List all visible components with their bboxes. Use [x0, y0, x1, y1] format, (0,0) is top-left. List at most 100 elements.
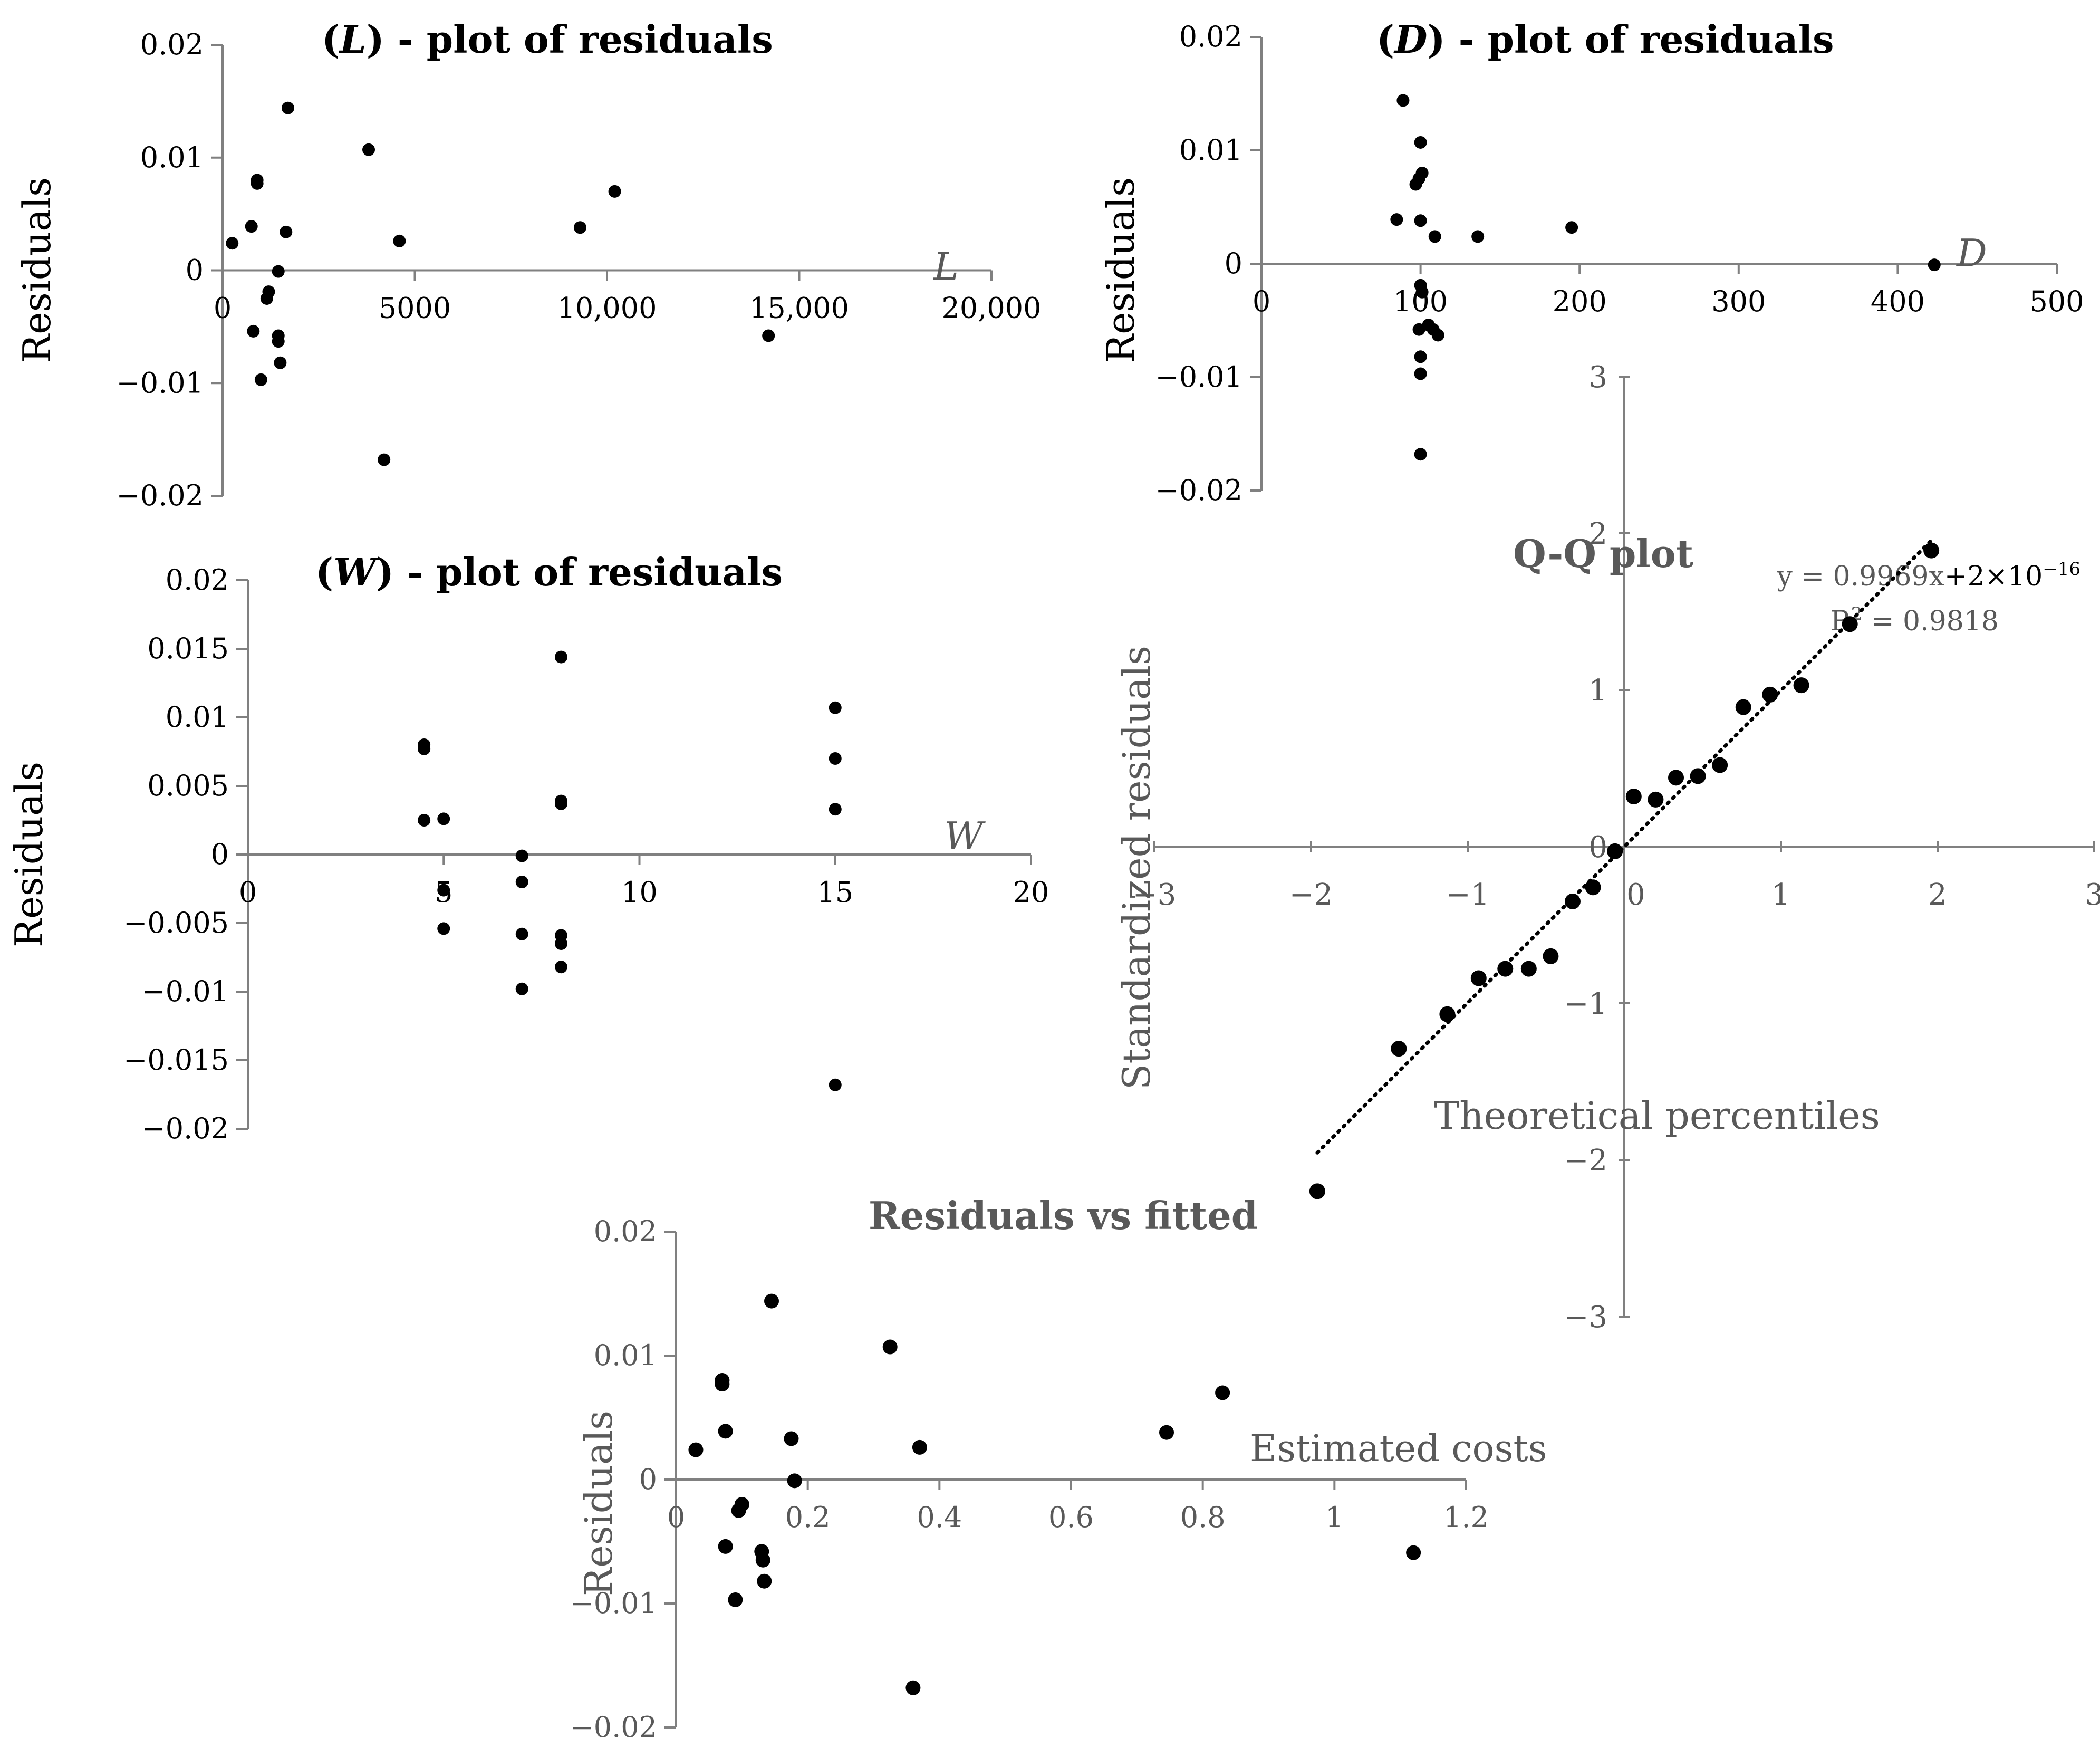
data-point — [1414, 367, 1427, 380]
data-point — [272, 265, 285, 278]
y-tick-label: 0.01 — [594, 1339, 657, 1372]
x-tick-label: 0.6 — [1048, 1501, 1094, 1534]
data-point — [1543, 948, 1559, 964]
x-tick-label: 0 — [239, 876, 257, 909]
data-point — [1215, 1385, 1230, 1400]
data-point — [718, 1539, 733, 1554]
title-open-paren: ( — [1376, 17, 1394, 62]
chart-qq-plot: −3 −2 −1 0 1 2 3 3 2 1 0 −1 −2 −3 Q-Q plot Theoretical … — [1114, 360, 2100, 1334]
x-tick-label: 5000 — [379, 292, 451, 325]
y-tick-label: −3 — [1564, 1300, 1607, 1334]
x-tick-label: 3 — [2085, 878, 2100, 912]
x-tick-label: 0 — [1253, 285, 1270, 318]
data-point — [437, 812, 450, 825]
y-tick-label: 1 — [1588, 674, 1607, 708]
data-point — [718, 1424, 733, 1439]
data-point — [608, 185, 621, 198]
x-axis-label: W — [944, 814, 986, 858]
data-point — [555, 797, 567, 810]
x-tick-label: 2 — [1928, 878, 1947, 912]
x-tick-label: 0 — [667, 1501, 685, 1534]
y-tick-label: −0.01 — [570, 1587, 657, 1620]
title-open-paren: ( — [322, 17, 340, 62]
data-point — [393, 234, 406, 247]
data-point — [829, 803, 842, 816]
y-axis-label: Residuals — [1099, 177, 1143, 363]
chart-w-residuals: 0.02 0.015 0.01 0.005 0 −0.005 −0.01 −0.015 −0.0… — [7, 550, 1049, 1145]
title-text: ) - plot of residuals — [376, 550, 783, 594]
data-point — [1585, 879, 1601, 896]
y-tick-label: 0.02 — [594, 1215, 657, 1248]
x-tick-label: 1 — [1771, 878, 1790, 912]
y-tick-label: 0.02 — [1179, 20, 1242, 53]
data-point — [1842, 616, 1858, 632]
data-point — [829, 752, 842, 765]
r2-suffix: = 0.9818 — [1862, 606, 1999, 637]
x-tick-label: 0 — [1626, 878, 1645, 912]
y-axis-label: Residuals — [7, 762, 51, 947]
data-point — [1762, 686, 1778, 703]
trendline-equation: y = 0.9969x+2×10−16 — [1777, 559, 2080, 592]
y-tick-label: −0.015 — [123, 1043, 229, 1077]
y-tick-label: −1 — [1564, 987, 1607, 1021]
data-point — [1414, 136, 1427, 149]
y-tick-label: 0.01 — [166, 700, 229, 734]
chart-title: Q-Q plot — [1513, 531, 1693, 576]
data-point — [1414, 350, 1427, 363]
x-tick-label: 0.8 — [1180, 1501, 1226, 1534]
data-point — [764, 1293, 779, 1309]
data-point — [226, 237, 239, 250]
chart-d-residuals: 0.020.010−0.01−0.020 100 200 300 400 500(D) -… — [1099, 17, 2084, 507]
data-point — [1396, 94, 1410, 107]
y-tick-label: 0 — [639, 1463, 657, 1496]
data-point — [757, 1573, 772, 1589]
data-point — [1309, 1183, 1325, 1199]
chart-rf-residuals: 0.02 0.01 0 −0.01 −0.02 0 0.2 0.4 0.6 0.8 1 1.2 Resi… — [570, 1193, 1547, 1744]
data-point — [555, 961, 567, 974]
x-tick-label: −1 — [1446, 878, 1490, 912]
y-tick-label: 0.01 — [1179, 133, 1242, 167]
y-tick-label: −0.02 — [117, 479, 204, 512]
data-point — [1565, 221, 1578, 234]
title-text: ) - plot of residuals — [367, 17, 773, 62]
data-point — [555, 937, 567, 950]
chart-title: (W) - plot of residuals — [315, 550, 783, 594]
data-point — [912, 1439, 927, 1455]
data-point — [1497, 961, 1514, 977]
y-tick-label: 0 — [1225, 247, 1242, 280]
x-axis-label: Estimated costs — [1250, 1427, 1547, 1470]
title-variable: W — [333, 550, 379, 594]
data-point — [437, 884, 450, 897]
data-point — [1415, 285, 1429, 299]
x-tick-label: 1.2 — [1443, 1501, 1489, 1534]
x-tick-label: 300 — [1711, 285, 1766, 318]
data-point — [1406, 1545, 1421, 1560]
data-point — [715, 1377, 730, 1392]
data-point — [829, 701, 842, 714]
data-point — [1391, 1041, 1407, 1057]
data-point — [280, 225, 293, 238]
data-point — [1928, 258, 1941, 272]
data-point — [1625, 788, 1642, 804]
y-tick-label: −0.005 — [123, 906, 229, 939]
data-point — [1412, 323, 1425, 336]
title-text: ) - plot of residuals — [1428, 17, 1834, 62]
data-point — [1415, 167, 1429, 179]
data-point — [787, 1473, 802, 1489]
data-point — [1159, 1425, 1174, 1440]
y-tick-label: 0.015 — [147, 632, 229, 665]
x-tick-label: 20 — [1013, 876, 1049, 909]
data-point — [1390, 213, 1403, 226]
x-tick-label: 0.2 — [785, 1501, 831, 1534]
data-point — [1690, 768, 1706, 784]
data-point — [1439, 1006, 1456, 1022]
data-point — [573, 221, 586, 234]
y-tick-label: −0.01 — [1155, 360, 1242, 393]
data-point — [1648, 791, 1664, 808]
data-point — [515, 849, 528, 862]
data-point — [362, 143, 375, 156]
data-point — [1607, 843, 1623, 859]
x-axis-label: D — [1955, 231, 1987, 275]
data-point — [1793, 677, 1809, 694]
